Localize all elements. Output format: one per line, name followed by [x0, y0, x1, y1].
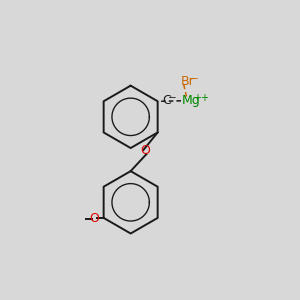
Text: −: − — [190, 74, 199, 84]
Text: O: O — [89, 212, 99, 225]
Text: Br: Br — [181, 75, 195, 88]
Text: Mg: Mg — [182, 94, 201, 107]
Text: ++: ++ — [193, 93, 209, 103]
Text: −: − — [168, 93, 177, 103]
Text: C: C — [162, 94, 171, 107]
Text: O: O — [140, 144, 150, 157]
